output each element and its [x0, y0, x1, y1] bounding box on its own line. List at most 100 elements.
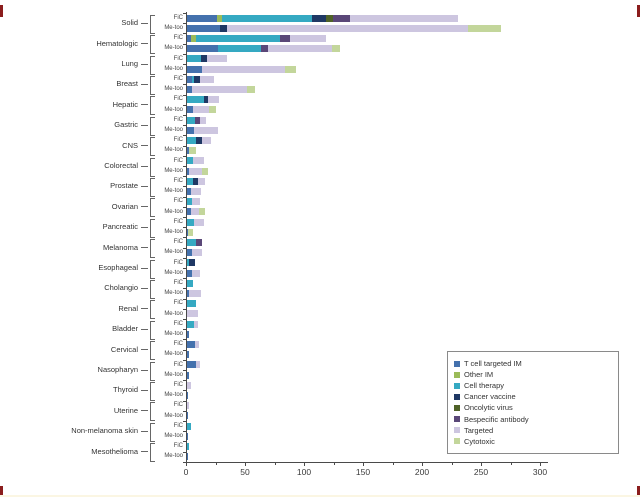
row-label: Me-too: [164, 106, 183, 113]
legend-swatch-icon: [454, 382, 460, 389]
bar-segment: [191, 86, 248, 93]
y-axis-tick: [183, 13, 186, 14]
bar-segment: [187, 310, 198, 318]
page-edge-strip: [0, 495, 640, 497]
bar-segment: [187, 86, 192, 93]
bar-segment: [187, 412, 189, 420]
bar-row: [187, 412, 189, 420]
legend-swatch-icon: [454, 404, 460, 411]
group-bracket-dash: [141, 287, 148, 289]
y-axis-tick: [183, 94, 186, 96]
y-axis-tick: [183, 390, 186, 392]
legend-label: Bespecific antibody: [464, 414, 529, 424]
bar-row: [187, 45, 341, 53]
row-label: FiC: [173, 280, 183, 286]
y-axis-tick: [183, 176, 186, 178]
bar-segment: [198, 208, 205, 216]
bar-row: [187, 443, 190, 450]
y-axis-tick: [183, 349, 186, 351]
bar-segment: [187, 259, 190, 267]
bar-segment: [192, 106, 210, 114]
row-label: FiC: [173, 35, 183, 42]
bar-segment: [199, 75, 215, 83]
group-label: Colorectal: [104, 161, 138, 170]
bar-segment: [209, 106, 217, 114]
y-axis-tick: [183, 104, 186, 106]
group-bracket-dash: [141, 430, 148, 432]
legend-swatch-icon: [454, 360, 460, 367]
y-axis-tick: [183, 247, 186, 249]
bar-segment: [202, 167, 209, 175]
legend-label: Targeted: [464, 425, 494, 435]
group-bracket-dash: [141, 63, 148, 65]
bar-segment: [220, 24, 228, 32]
group-bracket-dash: [141, 328, 148, 330]
bar-row: [187, 402, 190, 410]
bar-segment: [312, 14, 327, 22]
group-bracket-dash: [141, 267, 148, 269]
row-label: FiC: [173, 320, 183, 327]
bar-row: [187, 208, 205, 216]
bar-segment: [191, 249, 203, 257]
bar-segment: [196, 35, 281, 42]
y-axis-tick: [183, 298, 186, 300]
bar-segment: [189, 147, 197, 155]
bar-segment: [196, 137, 203, 144]
bar-segment: [187, 24, 221, 32]
legend-item: Other IM: [454, 370, 612, 379]
bar-row: [187, 218, 204, 226]
y-axis-tick: [183, 115, 186, 116]
group-label: Cholangio: [104, 283, 138, 293]
bar-segment: [187, 341, 196, 348]
group-label: Uterine: [113, 405, 138, 415]
group-bracket-dash: [141, 165, 148, 167]
group-bracket: [150, 96, 155, 116]
bar-segment: [190, 208, 199, 216]
bar-row: [187, 177, 205, 185]
bar-segment: [187, 279, 193, 287]
legend-item: Cell therapy: [454, 381, 612, 390]
legend-item: T cell targeted IM: [454, 359, 612, 368]
bar-row: [187, 65, 296, 73]
bar-segment: [216, 14, 223, 22]
bar-segment: [187, 55, 202, 63]
group-label: Pancreatic: [102, 222, 138, 232]
bar-row: [187, 198, 200, 206]
bar-row: [187, 341, 199, 348]
group-label: Renal: [118, 303, 138, 313]
legend-item: Cancer vaccine: [454, 392, 612, 401]
y-axis-tick: [183, 329, 186, 331]
x-axis-tick-minor: [274, 462, 276, 465]
group-bracket-dash: [141, 185, 148, 187]
x-axis-tick-label: 250: [473, 466, 489, 477]
bar-segment: [187, 371, 190, 379]
bar-row: [187, 330, 190, 338]
group-bracket: [150, 218, 155, 238]
bar-segment: [187, 177, 193, 185]
bar-segment: [289, 35, 327, 42]
row-label: Me-too: [164, 351, 183, 358]
legend-swatch-icon: [454, 427, 460, 434]
y-axis-tick: [183, 84, 186, 86]
group-bracket-dash: [141, 369, 148, 371]
y-axis-tick: [183, 64, 186, 65]
y-axis-tick: [183, 217, 186, 218]
group-bracket-dash: [141, 226, 148, 228]
row-label: FiC: [173, 198, 183, 205]
group-bracket-dash: [141, 104, 148, 106]
bar-segment: [187, 453, 189, 461]
group-bracket: [150, 361, 155, 381]
y-axis-tick: [183, 155, 186, 157]
y-axis-tick: [183, 461, 186, 463]
group-bracket: [150, 55, 155, 75]
row-label: Me-too: [164, 269, 183, 276]
y-axis-tick: [183, 288, 186, 290]
bar-row: [187, 259, 196, 267]
bar-row: [187, 361, 200, 369]
group-bracket: [150, 381, 155, 401]
y-axis-tick: [183, 206, 186, 208]
bar-segment: [326, 14, 334, 22]
y-axis-tick: [183, 359, 186, 361]
bar-segment: [187, 96, 204, 104]
